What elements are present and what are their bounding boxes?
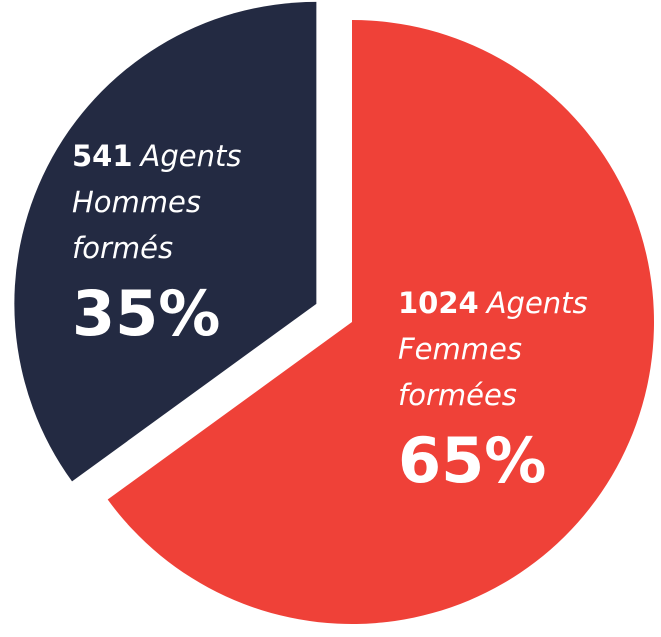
slice-label: 541 Agents Hommes formés 35% [72, 133, 287, 353]
count: 1024 [398, 286, 479, 320]
slice-label: 1024 Agents Femmes formées 65% [398, 280, 638, 500]
category: Agents Femmes formées [398, 286, 588, 412]
value-label: 65% [398, 424, 547, 497]
pie-slice [14, 1, 317, 482]
pie-slice [107, 20, 654, 625]
count: 541 [72, 139, 133, 173]
category: Agents Hommes formés [72, 139, 242, 265]
value-label: 35% [72, 277, 221, 350]
